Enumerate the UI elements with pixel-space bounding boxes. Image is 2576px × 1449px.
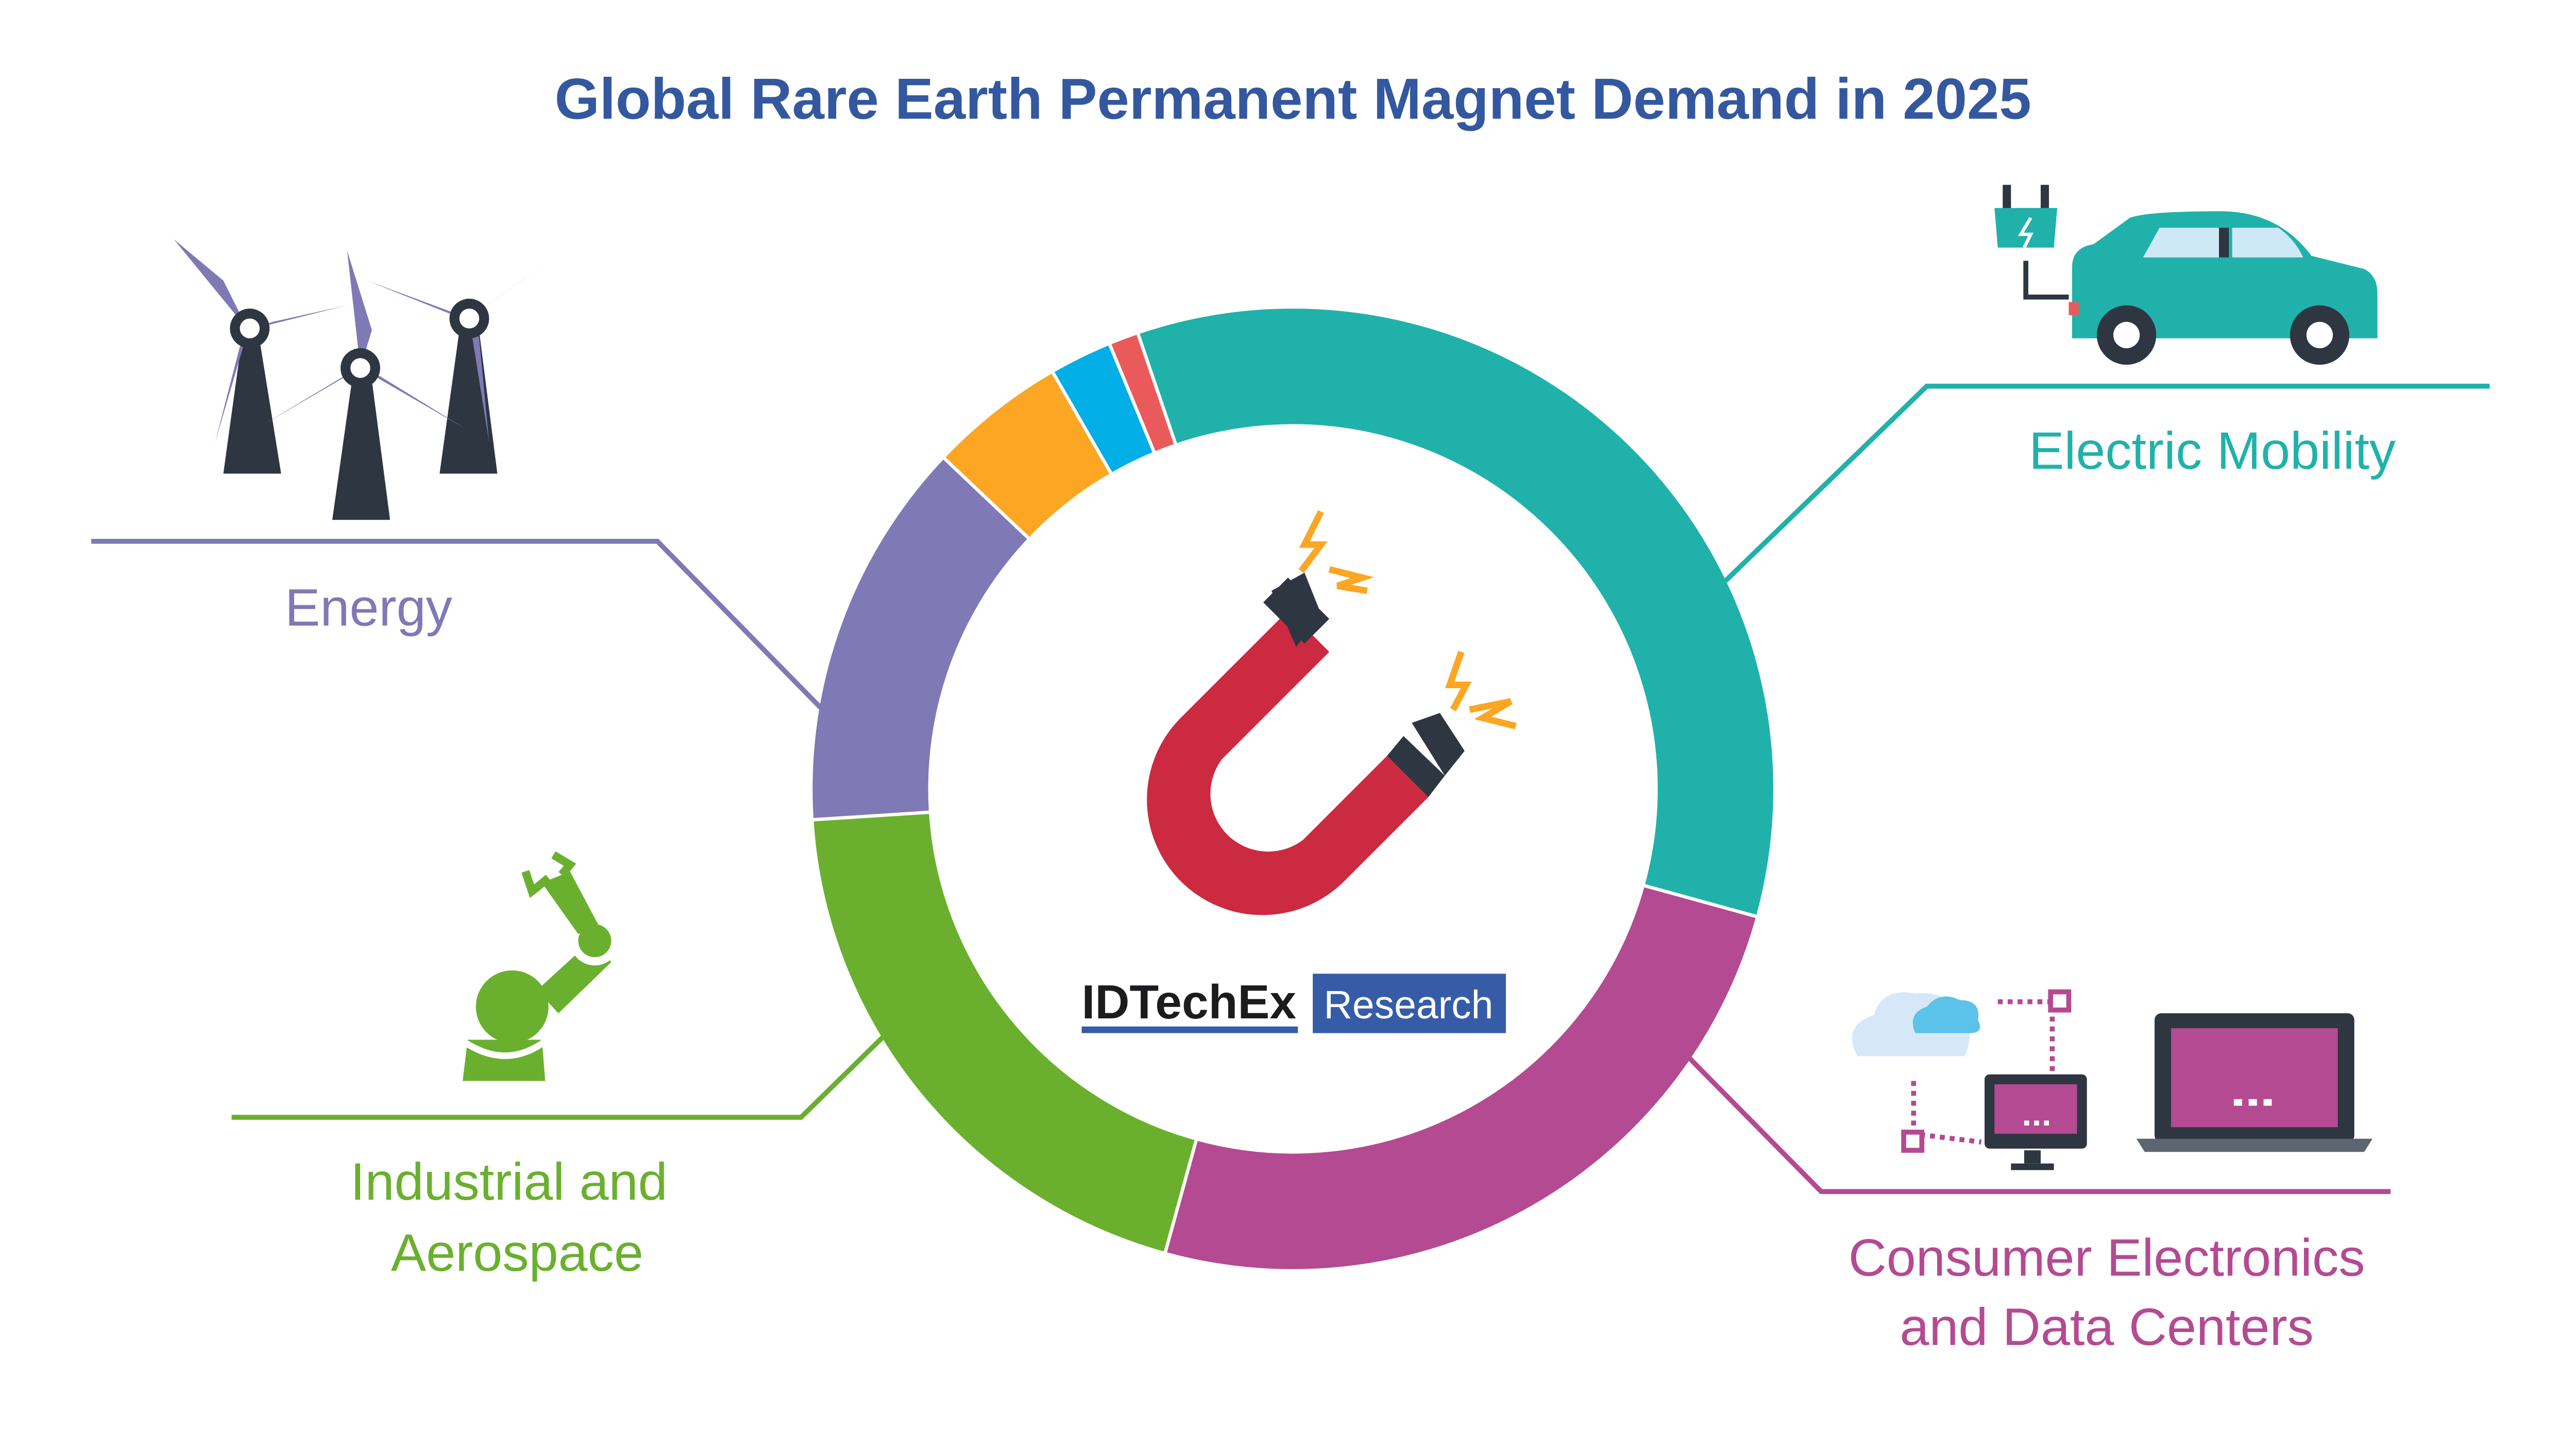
donut-segment-consumer-electronics-and-data-centers bbox=[1163, 883, 1760, 1273]
donut-segment-industrial-and-aerospace bbox=[810, 810, 1199, 1256]
label-industrial-line2: Aerospace bbox=[391, 1223, 643, 1282]
label-consumer-line2: and Data Centers bbox=[1900, 1297, 2314, 1356]
logo-tag: Research bbox=[1324, 983, 1493, 1027]
idtechex-logo: IDTechEx Research bbox=[1081, 974, 1506, 1033]
electronics-icon bbox=[1852, 989, 2372, 1170]
donut-segment-unlabeled-6 bbox=[1107, 330, 1178, 455]
wind-turbine-icon bbox=[174, 239, 562, 520]
label-electric-mobility: Electric Mobility bbox=[2029, 421, 2396, 480]
energy-leader-line bbox=[91, 539, 824, 712]
label-energy: Energy bbox=[285, 577, 453, 637]
donut-segment-electric-mobility bbox=[1136, 305, 1777, 919]
label-consumer-line1: Consumer Electronics bbox=[1849, 1228, 2365, 1287]
donut-segment-energy bbox=[809, 455, 1032, 822]
mobility-leader-line bbox=[1723, 383, 2490, 583]
donut-chart bbox=[809, 305, 1777, 1273]
logo-brand: IDTechEx bbox=[1082, 975, 1297, 1029]
magnet-icon bbox=[1147, 510, 1517, 915]
robot-arm-icon bbox=[463, 851, 620, 1081]
electric-car-icon bbox=[1994, 184, 2378, 365]
chart-title: Global Rare Earth Permanent Magnet Deman… bbox=[554, 66, 2031, 131]
industrial-leader-line bbox=[231, 1033, 887, 1120]
consumer-leader-line bbox=[1687, 1056, 2391, 1195]
label-industrial-line1: Industrial and bbox=[350, 1152, 668, 1211]
